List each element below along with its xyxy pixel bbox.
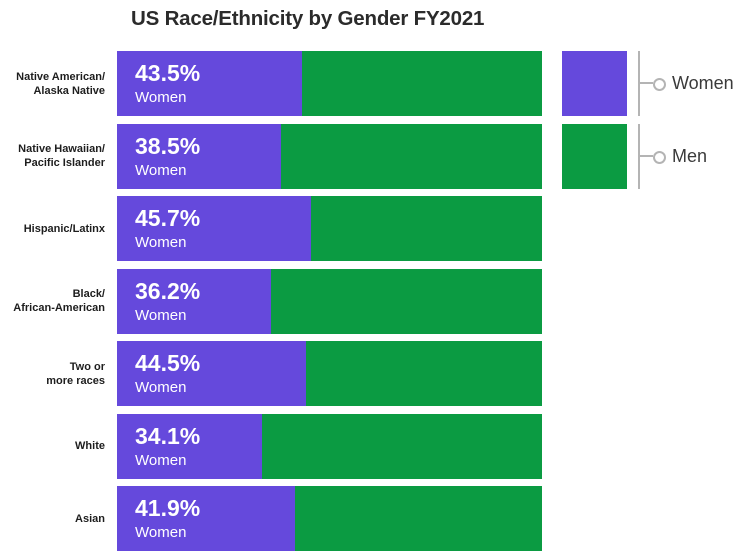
category-label: Black/African-American: [0, 269, 105, 334]
bar-value-sublabel: Women: [135, 161, 187, 179]
bar-row: Native Hawaiian/Pacific Islander 38.5% Wom…: [0, 123, 542, 189]
legend-connector-circle: [653, 78, 666, 91]
bar-value-sublabel: Women: [135, 306, 187, 324]
category-label: Native Hawaiian/Pacific Islander: [0, 124, 105, 189]
category-label-line: Pacific Islander: [24, 157, 105, 169]
category-label-line: Native American/: [16, 70, 105, 83]
stacked-bar: 41.9% Women: [117, 486, 542, 551]
legend-connector-line: [640, 154, 653, 157]
bar-segment-women: 45.7% Women: [117, 196, 312, 261]
category-label: Native American/Alaska Native: [0, 51, 105, 116]
stacked-bar: 34.1% Women: [117, 413, 542, 479]
bar-rows: Native American/Alaska Native 43.5% Women N…: [0, 51, 542, 551]
bar-segment-women: 41.9% Women: [117, 486, 296, 551]
category-label-line: Native Hawaiian/: [18, 143, 105, 155]
legend-bracket-line: [638, 123, 640, 189]
bar-value-label: 41.9%: [135, 495, 201, 521]
legend-bracket-line: [638, 51, 640, 116]
bar-segment-women: 36.2% Women: [117, 268, 271, 334]
bar-row: White 34.1% Women: [0, 413, 542, 479]
bar-value-label: 36.2%: [135, 277, 201, 304]
bar-value-sublabel: Women: [135, 379, 187, 396]
bar-value-label: 44.5%: [135, 350, 201, 376]
bar-row: Hispanic/Latinx 45.7% Women: [0, 196, 542, 261]
bar-segment-men: [280, 123, 542, 189]
bar-segment-women: 34.1% Women: [117, 413, 262, 479]
stacked-bar: 38.5% Women: [117, 123, 542, 189]
stacked-bar: 36.2% Women: [117, 268, 542, 334]
category-label-line: Alaska Native: [33, 84, 105, 97]
bar-value-sublabel: Women: [135, 234, 187, 251]
category-label-line: Two or: [69, 360, 105, 373]
category-label: Hispanic/Latinx: [0, 196, 105, 261]
bar-segment-men: [261, 413, 542, 479]
bar-value-sublabel: Women: [135, 524, 187, 541]
stacked-bar: 44.5% Women: [117, 341, 542, 406]
bar-value-label: 34.1%: [135, 422, 201, 449]
legend-item-men: Men: [562, 123, 750, 189]
legend-label: Women: [672, 73, 734, 93]
legend-swatch: [562, 123, 627, 189]
legend: Women Men: [562, 51, 750, 189]
legend-connector-circle: [653, 150, 666, 164]
bar-row: Asian 41.9% Women: [0, 486, 542, 551]
bar-segment-men: [306, 341, 542, 406]
stacked-bar: 43.5% Women: [117, 51, 542, 116]
category-label: White: [0, 414, 105, 479]
bar-segment-men: [311, 196, 542, 261]
legend-swatch: [562, 51, 627, 116]
category-label-line: more races: [46, 374, 105, 387]
category-label-line: Asian: [75, 512, 105, 525]
stacked-bar: 45.7% Women: [117, 196, 542, 261]
bar-value-label: 43.5%: [135, 60, 201, 86]
category-label-line: Hispanic/Latinx: [23, 222, 105, 235]
bar-value-sublabel: Women: [135, 451, 187, 469]
chart-title: US Race/Ethnicity by Gender FY2021: [131, 7, 485, 30]
category-label: Two or more races: [0, 341, 105, 406]
legend-connector-line: [640, 82, 653, 84]
category-label: Asian: [0, 486, 105, 551]
bar-segment-women: 44.5% Women: [117, 341, 307, 406]
category-label-line: Black/: [72, 288, 105, 300]
category-label-line: White: [75, 440, 105, 452]
bar-row: Two or more races 44.5% Women: [0, 341, 542, 406]
bar-segment-men: [295, 486, 542, 551]
legend-item-women: Women: [562, 51, 750, 116]
bar-value-label: 45.7%: [135, 205, 201, 231]
bar-segment-women: 43.5% Women: [117, 51, 302, 116]
category-label-line: African-American: [13, 302, 105, 314]
bar-row: Native American/Alaska Native 43.5% Women: [0, 51, 542, 116]
bar-segment-men: [301, 51, 542, 116]
bar-segment-women: 38.5% Women: [117, 123, 281, 189]
bar-segment-men: [270, 268, 542, 334]
bar-value-label: 38.5%: [135, 132, 201, 159]
bar-value-sublabel: Women: [135, 89, 187, 106]
legend-label: Men: [672, 145, 708, 166]
bar-row: Black/African-American 36.2% Women: [0, 268, 542, 334]
